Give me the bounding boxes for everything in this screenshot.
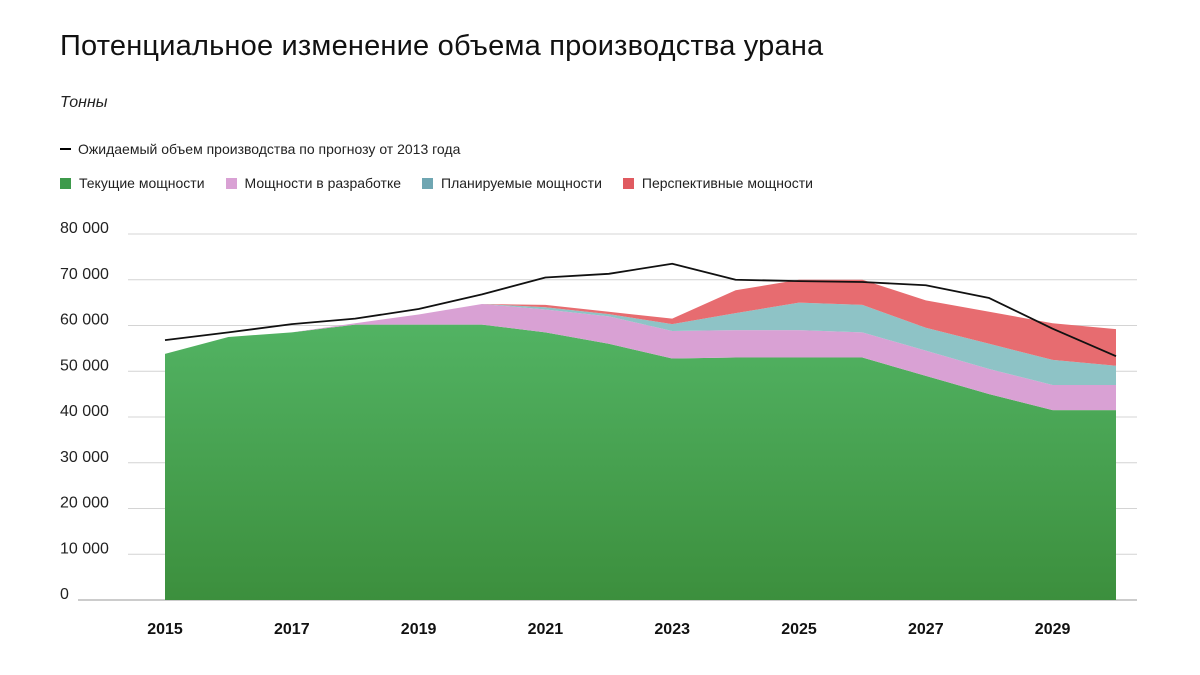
stacked-areas xyxy=(165,279,1116,600)
legend-areas: Текущие мощности Мощности в разработке П… xyxy=(60,175,834,191)
y-tick-label: 70 000 xyxy=(60,266,109,283)
forecast-line-group xyxy=(164,262,1117,357)
legend-item-current: Текущие мощности xyxy=(60,175,205,191)
x-tick-label: 2017 xyxy=(274,621,310,638)
area-current-capacity xyxy=(165,324,1116,600)
legend-label-development: Мощности в разработке xyxy=(244,175,402,191)
y-tick-label: 20 000 xyxy=(60,495,109,512)
legend-item-development: Мощности в разработке xyxy=(225,175,402,191)
y-axis-tick-labels: 0 10 000 20 000 30 000 40 000 50 000 60 000 70 … xyxy=(60,220,109,603)
y-tick-label: 30 000 xyxy=(60,449,109,466)
area-planned-capacity xyxy=(165,302,1116,385)
legend-item-prospective: Перспективные мощности xyxy=(622,175,813,191)
chart-subtitle-units: Тонны xyxy=(60,94,108,111)
x-tick-label: 2021 xyxy=(528,621,564,638)
legend-label-prospective: Перспективные мощности xyxy=(641,175,813,191)
legend-label-planned: Планируемые мощности xyxy=(441,175,602,191)
legend-swatch-prospective xyxy=(622,177,634,189)
x-tick-label: 2027 xyxy=(908,621,944,638)
area-prospective-capacity xyxy=(165,279,1116,366)
x-tick-label: 2019 xyxy=(401,621,437,638)
y-tick-label: 60 000 xyxy=(60,312,109,329)
legend-line-swatch xyxy=(60,148,71,150)
legend-forecast-line: Ожидаемый объем производства по прогнозу… xyxy=(60,141,460,157)
legend-label-current: Текущие мощности xyxy=(79,175,205,191)
y-tick-label: 0 xyxy=(60,586,69,603)
area-capacity-in-development xyxy=(165,303,1116,411)
legend-swatch-development xyxy=(225,177,237,189)
legend-swatch-current xyxy=(60,177,71,189)
y-tick-label: 80 000 xyxy=(60,220,109,237)
x-axis-tick-labels: 2015 2017 2019 2021 2023 2025 2027 2029 xyxy=(147,621,1070,638)
x-tick-label: 2025 xyxy=(781,621,817,638)
legend-swatch-planned xyxy=(422,177,434,189)
chart-title: Потенциальное изменение объема производс… xyxy=(60,30,824,62)
legend-forecast-label: Ожидаемый объем производства по прогнозу… xyxy=(78,141,461,157)
forecast-2013-line xyxy=(164,262,1117,357)
x-tick-label: 2015 xyxy=(147,621,183,638)
y-tick-label: 50 000 xyxy=(60,357,109,374)
y-tick-label: 40 000 xyxy=(60,403,109,420)
legend-item-planned: Планируемые мощности xyxy=(422,175,602,191)
x-tick-label: 2023 xyxy=(654,621,690,638)
x-tick-label: 2029 xyxy=(1035,621,1071,638)
y-tick-label: 10 000 xyxy=(60,540,109,557)
